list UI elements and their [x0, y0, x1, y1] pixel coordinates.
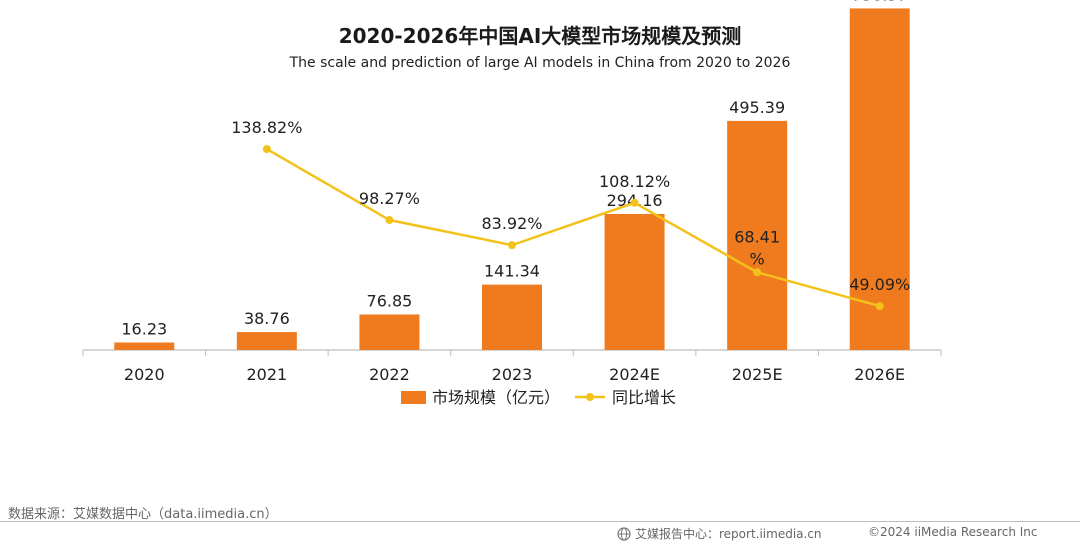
- bar-value-label: 16.23: [121, 319, 167, 338]
- report-center-text: 艾媒报告中心：report.iimedia.cn: [635, 527, 822, 541]
- x-tick-label: 2024E: [609, 365, 660, 384]
- legend-swatch-line-marker: [586, 393, 594, 401]
- x-tick-label: 2021: [246, 365, 287, 384]
- bar-value-label: 495.39: [729, 98, 785, 117]
- growth-point-2025E: [753, 268, 762, 277]
- x-tick-label: 2020: [124, 365, 165, 384]
- chart-title: 2020-2026年中国AI大模型市场规模及预测: [338, 24, 742, 48]
- growth-value-label: 83.92%: [481, 214, 542, 233]
- bar-value-label: 141.34: [484, 262, 540, 281]
- chart-canvas: 16.23202038.76202176.852022141.342023294…: [82, 0, 942, 407]
- x-tick-label: 2026E: [854, 365, 905, 384]
- growth-value-label: 98.27%: [359, 189, 420, 208]
- growth-value-label: 49.09%: [849, 275, 910, 294]
- growth-point-2021: [262, 145, 271, 154]
- bar-value-label: 76.85: [367, 291, 413, 310]
- chart-subtitle: The scale and prediction of large AI mod…: [289, 55, 791, 71]
- copyright-text: ©2024 iiMedia Research Inc: [868, 525, 1038, 539]
- bar-2024E: [604, 213, 665, 350]
- growth-point-2026E: [875, 302, 884, 311]
- x-tick-label: 2022: [369, 365, 410, 384]
- growth-line: [266, 147, 881, 308]
- x-tick-label: 2023: [492, 365, 533, 384]
- report-center-note: 艾媒报告中心：report.iimedia.cn: [617, 525, 822, 542]
- growth-value-label: 68.41: [734, 227, 780, 246]
- growth-value-label: 108.12%: [599, 172, 670, 191]
- bar-2021: [236, 332, 297, 350]
- footer-divider: [0, 521, 1080, 522]
- legend-label-bar: 市场规模（亿元）: [432, 388, 560, 407]
- growth-value-label-cont: %: [750, 249, 765, 268]
- growth-value-label: 138.82%: [231, 118, 302, 137]
- bar-2020: [114, 342, 175, 350]
- bar-2022: [359, 314, 420, 350]
- data-source-note: 数据来源：艾媒数据中心（data.iimedia.cn）: [8, 507, 278, 522]
- legend-label-line: 同比增长: [612, 388, 676, 407]
- bar-value-label: 38.76: [244, 309, 290, 328]
- globe-icon: [617, 526, 631, 541]
- bar-2025E: [727, 120, 788, 350]
- bar-2023: [482, 284, 542, 350]
- growth-point-2022: [385, 216, 394, 225]
- growth-point-2024E: [630, 198, 639, 207]
- bar-value-label: 738.57: [852, 0, 908, 4]
- bar-2026E: [849, 8, 910, 350]
- x-tick-label: 2025E: [732, 365, 783, 384]
- legend-swatch-bar: [401, 391, 426, 404]
- growth-point-2023: [508, 241, 516, 250]
